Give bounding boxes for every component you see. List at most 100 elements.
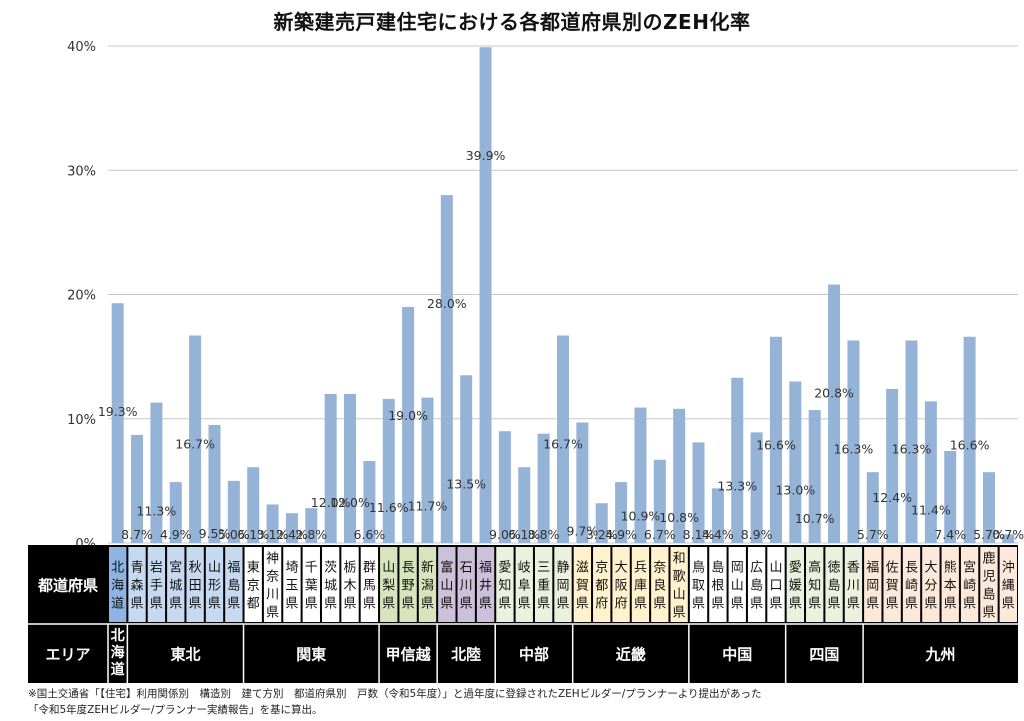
prefecture-name: 熊本県 [944,560,957,612]
prefecture-cell [380,547,398,622]
bar [673,408,686,543]
bar [479,47,492,544]
prefecture-name: 香川県 [847,561,860,612]
prefecture-name: 長野県 [402,561,415,612]
data-label: 16.3% [892,441,932,456]
bar [769,336,782,543]
prefecture-name: 山梨県 [382,561,395,612]
data-label: 39.9% [466,148,506,163]
y-tick-label: 20% [67,289,96,304]
prefecture-name: 島根県 [711,561,724,612]
data-label: 20.8% [814,386,854,401]
chart-title: 新築建売戸建住宅における各都道府県別のZEH化率 [273,10,751,34]
bar [576,422,589,543]
data-label: 11.6% [369,500,409,515]
data-label: 6.7% [644,527,676,542]
data-label: 11.4% [911,502,951,517]
bar [131,434,144,543]
bar [847,340,860,543]
prefecture-name: 新潟県 [421,560,434,612]
data-label: 12.4% [872,490,912,505]
area-name: 北陸 [451,646,481,664]
prefecture-cell [321,547,340,622]
area-name: 四国 [809,646,839,664]
area-name: 北海道 [111,628,125,678]
prefecture-name: 長崎県 [905,561,918,612]
prefecture-name: 岩手県 [150,561,163,612]
prefecture-name: 宮城県 [169,560,182,612]
y-tick-label: 40% [67,40,96,55]
prefecture-cell [283,547,301,622]
prefecture-cell [418,547,437,622]
prefecture-cell [844,547,863,622]
prefecture-cell [922,547,940,622]
prefecture-cell [109,547,127,622]
prefecture-name: 富山県 [440,560,453,612]
bar [324,393,337,543]
prefecture-cell [186,547,204,622]
prefecture-cell [167,547,185,622]
prefecture-name: 佐賀県 [886,561,899,612]
prefecture-cell [476,547,495,622]
prefecture-cell [263,547,282,622]
bar [692,442,705,543]
prefecture-name: 徳島県 [828,561,841,612]
bar [247,467,260,543]
data-label: 8.7% [121,527,153,542]
data-label: 12.0% [311,495,351,510]
bar [518,467,531,543]
area-name: 関東 [296,646,326,664]
prefecture-cell [438,547,456,622]
prefecture-cell [670,547,688,622]
data-label: 13.3% [717,479,757,494]
bar [653,459,666,543]
bar [808,410,821,543]
bar [111,303,124,543]
data-label: 5.7% [973,527,1005,542]
data-label: 3.1% [257,527,289,542]
data-labels: 19.3%8.7%11.3%4.9%16.7%9.5%5.0%6.1%3.1%2… [98,148,1024,542]
bar [789,381,802,543]
area-name: 中国 [722,646,752,664]
prefecture-cell [651,547,669,622]
prefecture-name: 福岡県 [866,561,879,612]
data-label: 16.7% [175,437,215,452]
prefecture-cell [573,547,592,622]
prefecture-cell [554,547,572,622]
bar [189,335,202,543]
data-label: 5.0% [218,527,250,542]
prefecture-cell [941,547,959,622]
data-label: 3.2% [586,527,618,542]
data-label: 13.5% [446,476,486,491]
data-label: 4.4% [702,527,734,542]
prefecture-cell [806,547,824,622]
data-label: 5.7% [857,527,889,542]
data-label: 28.0% [427,296,467,311]
prefecture-name: 青森県 [131,561,144,612]
bar [731,377,744,543]
prefecture-name: 神奈川県 [266,552,279,621]
prefecture-cell [728,547,746,622]
prefecture-name: 岡山県 [731,561,744,612]
prefecture-name: 沖縄県 [1002,561,1015,612]
data-label: 11.3% [137,504,177,519]
bar [382,398,395,543]
bar [363,460,376,543]
data-label: 7.4% [934,527,966,542]
bar [828,284,841,543]
prefecture-name: 福井県 [479,561,492,612]
prefecture-cell [457,547,475,622]
prefecture-name: 東京都 [247,560,260,612]
bar [266,504,279,543]
prefecture-cell [360,547,379,622]
bar [886,388,899,543]
y-tick-label: 10% [67,413,96,428]
area-name: 九州 [925,646,956,664]
bar [460,375,473,543]
prefecture-name: 群馬県 [363,561,376,612]
prefecture-name: 山形県 [208,561,221,612]
prefecture-name: 静岡県 [556,561,569,612]
prefecture-name: 大阪府 [615,561,628,612]
prefecture-cell [883,547,901,622]
